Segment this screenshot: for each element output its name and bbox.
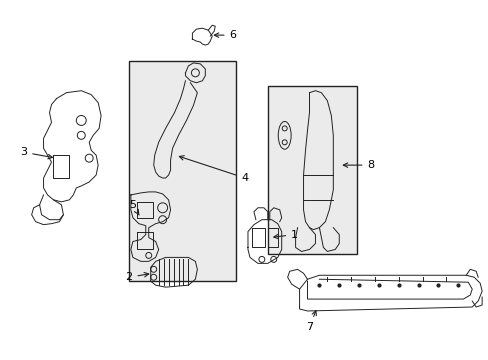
Text: 1: 1: [273, 230, 298, 239]
Text: 5: 5: [129, 200, 139, 215]
Text: 6: 6: [214, 30, 236, 40]
Text: 8: 8: [343, 160, 374, 170]
Text: 7: 7: [305, 311, 316, 332]
Bar: [129, 61, 236, 281]
Text: 4: 4: [179, 156, 248, 183]
Bar: [267, 86, 356, 255]
Text: 2: 2: [125, 272, 148, 282]
Text: 3: 3: [20, 147, 52, 159]
